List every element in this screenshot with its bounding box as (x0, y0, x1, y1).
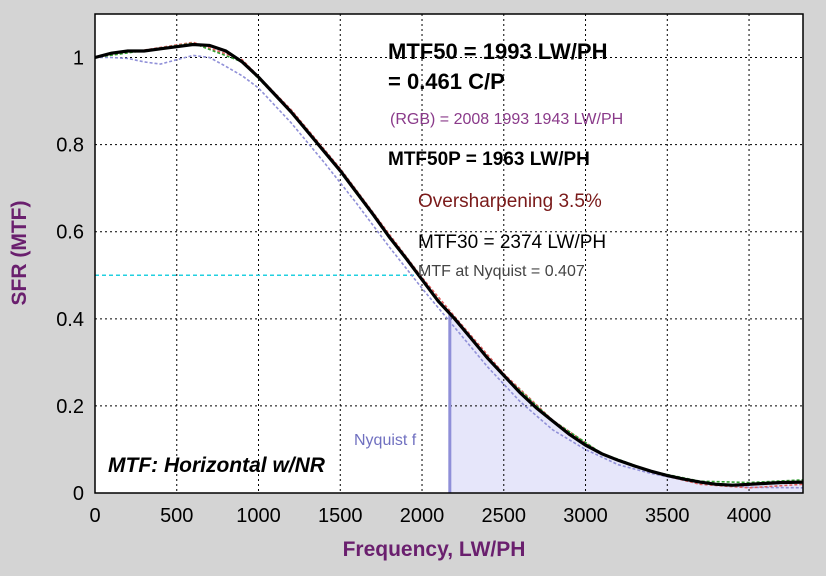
x-tick-label: 3500 (645, 505, 690, 527)
y-tick-label: 0.4 (56, 309, 84, 331)
mtf50-annotation: MTF50 = 1993 LW/PH (388, 39, 607, 64)
x-tick-label: 2500 (482, 505, 527, 527)
x-tick-label: 1500 (318, 505, 363, 527)
y-tick-label: 0 (73, 483, 84, 505)
y-axis-label: SFR (MTF) (8, 201, 31, 306)
mtf50p-annotation: MTF50P = 1963 LW/PH (388, 149, 590, 170)
x-tick-label: 1000 (236, 505, 281, 527)
rgb-mtf50-annotation: (RGB) = 2008 1993 1943 LW/PH (390, 111, 623, 128)
reference-lines-layer (95, 274, 452, 493)
oversharpening-annotation: Oversharpening 3.5% (418, 191, 602, 212)
mtf30-annotation: MTF30 = 2374 LW/PH (418, 232, 606, 253)
y-tick-label: 0.8 (56, 135, 84, 157)
y-tick-label: 0.6 (56, 222, 84, 244)
x-tick-label: 4000 (727, 505, 772, 527)
series-line-mtf-luminance (94, 42, 804, 487)
plot-frame (94, 13, 804, 494)
x-tick-label: 2000 (400, 505, 445, 527)
nyquist-shaded-area (449, 313, 803, 493)
tick-labels-layer: 0 500 1000 1500 2000 2500 3000 3500 4000 0 0.2 0.4 0… (56, 48, 771, 527)
mtf50-cp-annotation: = 0.461 C/P (388, 69, 505, 94)
nyquist-label: Nyquist f (354, 432, 417, 449)
y-tick-label: 0.2 (56, 396, 84, 418)
x-tick-label: 0 (89, 505, 100, 527)
y-tick-label: 1 (73, 48, 84, 70)
x-tick-label: 3000 (563, 505, 608, 527)
series-layer (94, 41, 804, 489)
mtf-nyquist-annotation: MTF at Nyquist = 0.407 (418, 263, 585, 280)
x-axis-label: Frequency, LW/PH (343, 538, 526, 561)
series-line-blue (95, 54, 804, 489)
x-tick-label: 500 (160, 505, 193, 527)
plot-title-label: MTF: Horizontal w/NR (108, 454, 326, 477)
